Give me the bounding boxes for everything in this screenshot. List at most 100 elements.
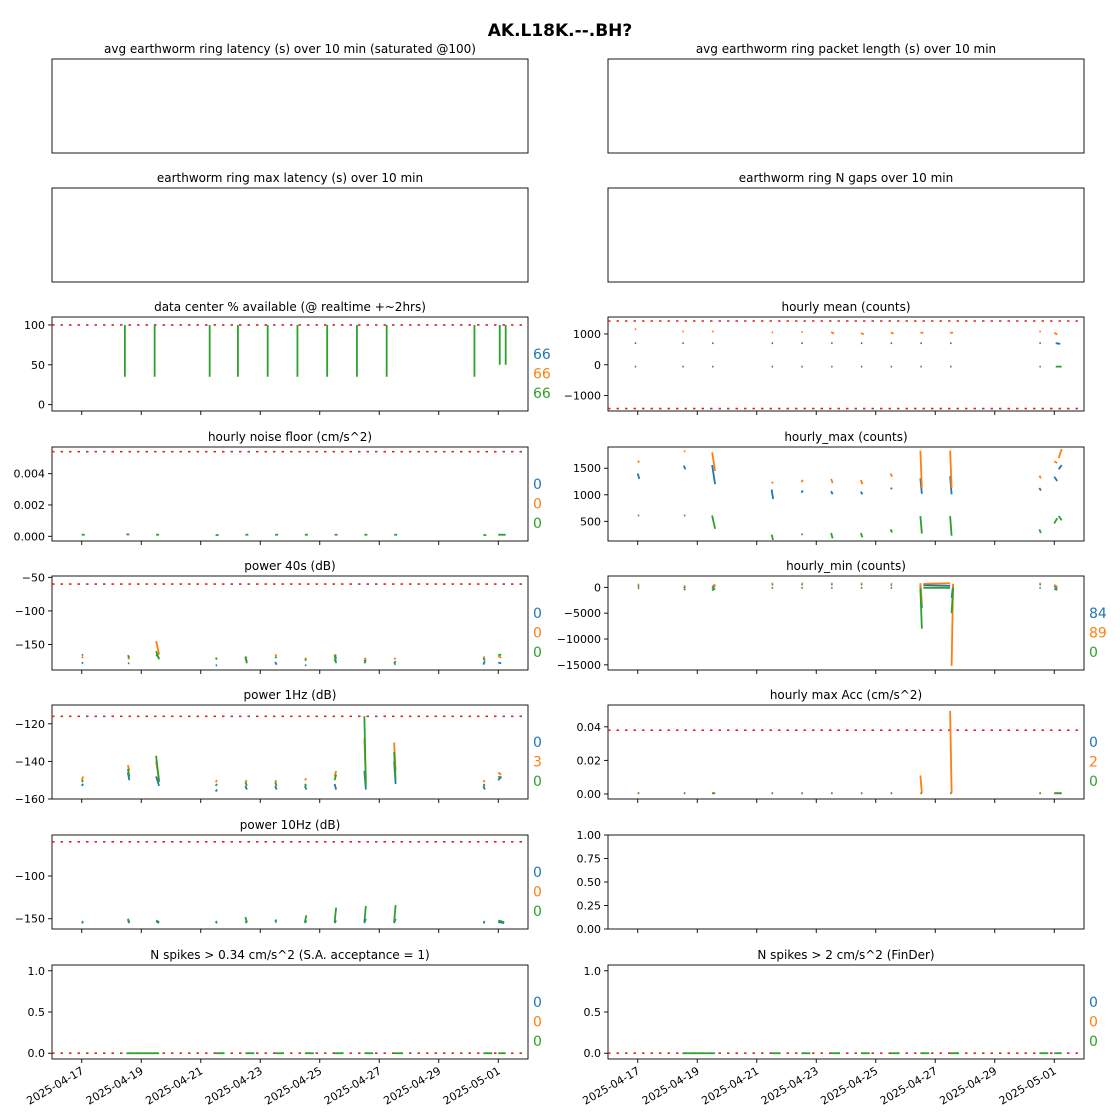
series-segment [950,587,954,614]
y-tick-label: 0.25 [577,900,602,913]
series-segment [498,661,502,665]
x-tick-label: 2025-04-25 [818,1064,880,1107]
axes-frame [607,575,1085,671]
x-tick-label: 2025-04-25 [262,1064,324,1107]
side-label: 0 [533,645,542,661]
series-segment [919,450,923,488]
panel-hourly_max: hourly_max (counts) 500 1000 1500 [573,430,1085,545]
x-tick-label: 2025-04-19 [640,1064,702,1107]
series-segment [637,584,640,588]
series-segment [860,332,865,336]
axes-frame [607,58,1085,154]
series-segment [81,783,84,787]
side-label: 0 [533,1015,542,1031]
series-segment [244,779,248,783]
y-tick-label: −1000 [564,390,601,403]
series-segment [860,491,864,495]
x-tick-label: 2025-04-19 [84,1064,146,1107]
x-tick-label: 2025-04-17 [24,1064,86,1107]
panel-title: N spikes > 2 cm/s^2 (FinDer) [757,948,934,962]
axes-frame [51,316,529,412]
series-segment [274,781,278,787]
side-label: 0 [533,735,542,751]
y-tick-label: 1.00 [577,829,602,842]
series-segment [711,515,716,529]
series-segment [498,919,505,924]
series-segment [304,785,308,790]
series-segment [333,654,337,664]
panel-n_gaps: earthworm ring N gaps over 10 min [607,171,1085,283]
series-segment [1053,331,1058,336]
series-segment [770,534,774,541]
series-segment [482,660,486,665]
axes-frame [51,58,529,154]
y-tick-label: 0.02 [577,754,602,767]
side-label: 0 [1089,735,1098,751]
series-segment [1038,528,1042,534]
panels: avg earthworm ring latency (s) over 10 m… [14,42,1107,1108]
panel-title: hourly_max (counts) [784,430,907,444]
series-segment [919,775,923,794]
panel-title: power 1Hz (dB) [244,688,337,702]
y-tick-label: −100 [15,605,45,618]
series-segment [1053,588,1058,591]
y-tick-label: 1.0 [28,965,46,978]
series-segment [155,755,160,783]
y-tick-label: −10000 [557,633,601,646]
side-label: 2 [1089,755,1098,771]
y-tick-label: 500 [580,515,601,528]
x-tick-label: 2025-04-17 [580,1064,642,1107]
series-segment [304,657,307,660]
y-tick-label: 0.50 [577,876,602,889]
side-label: 66 [533,367,551,383]
series-segment [949,450,953,488]
series-segment [683,465,687,470]
series-segment [363,905,367,923]
y-tick-label: 1000 [573,328,601,341]
panel-title: data center % available (@ realtime +~2h… [154,300,426,314]
y-tick-label: 0.75 [577,853,602,866]
x-tick-label: 2025-05-01 [441,1064,503,1107]
series-segment [215,920,218,923]
series-segment [830,532,834,539]
panel-title: power 40s (dB) [244,559,335,573]
side-label: 66 [533,347,551,363]
axes-frame [51,704,529,800]
panel-hourly_min: hourly_min (counts) −15000 −10000 −5000 0 84 8… [557,559,1107,674]
panel-title: power 10Hz (dB) [240,818,341,832]
axes-frame [51,834,529,930]
side-label: 0 [533,865,542,881]
side-label: 0 [1089,1015,1098,1031]
series-segment [711,464,716,485]
axes-frame [607,704,1085,800]
panel-availability: data center % available (@ realtime +~2h… [24,300,551,415]
series-segment [830,478,834,484]
series-segment [363,660,367,664]
y-tick-label: 0.00 [577,788,602,801]
series-segment [860,479,864,485]
panel-noise_floor: hourly noise floor (cm/s^2) 0.000 0.002 0.0… [14,430,542,545]
y-tick-label: 1.0 [584,965,602,978]
x-tick-label: 2025-04-29 [937,1064,999,1107]
side-label: 84 [1089,606,1107,622]
side-label: 0 [1089,645,1098,661]
y-tick-label: −160 [15,793,45,806]
side-label: 0 [533,497,542,513]
series-segment [363,716,367,786]
series-segment [127,657,130,660]
y-tick-label: 1500 [573,462,601,475]
series-segment [771,583,774,586]
series-segment [1053,517,1059,524]
series-segment [244,656,248,664]
series-segment [498,921,505,924]
series-segment [1057,464,1063,470]
series-segment [637,587,640,590]
series-segment [711,587,716,592]
series-segment [81,653,84,657]
axes-frame [607,834,1085,930]
panel-max_acc: hourly max Acc (cm/s^2) 0.00 0.02 0.04 0 2 0 [577,688,1098,803]
series-segment [830,582,833,585]
panel-title: earthworm ring N gaps over 10 min [739,171,953,185]
series-segment [711,452,716,472]
panel-packet_len: avg earthworm ring packet length (s) ove… [607,42,1085,154]
